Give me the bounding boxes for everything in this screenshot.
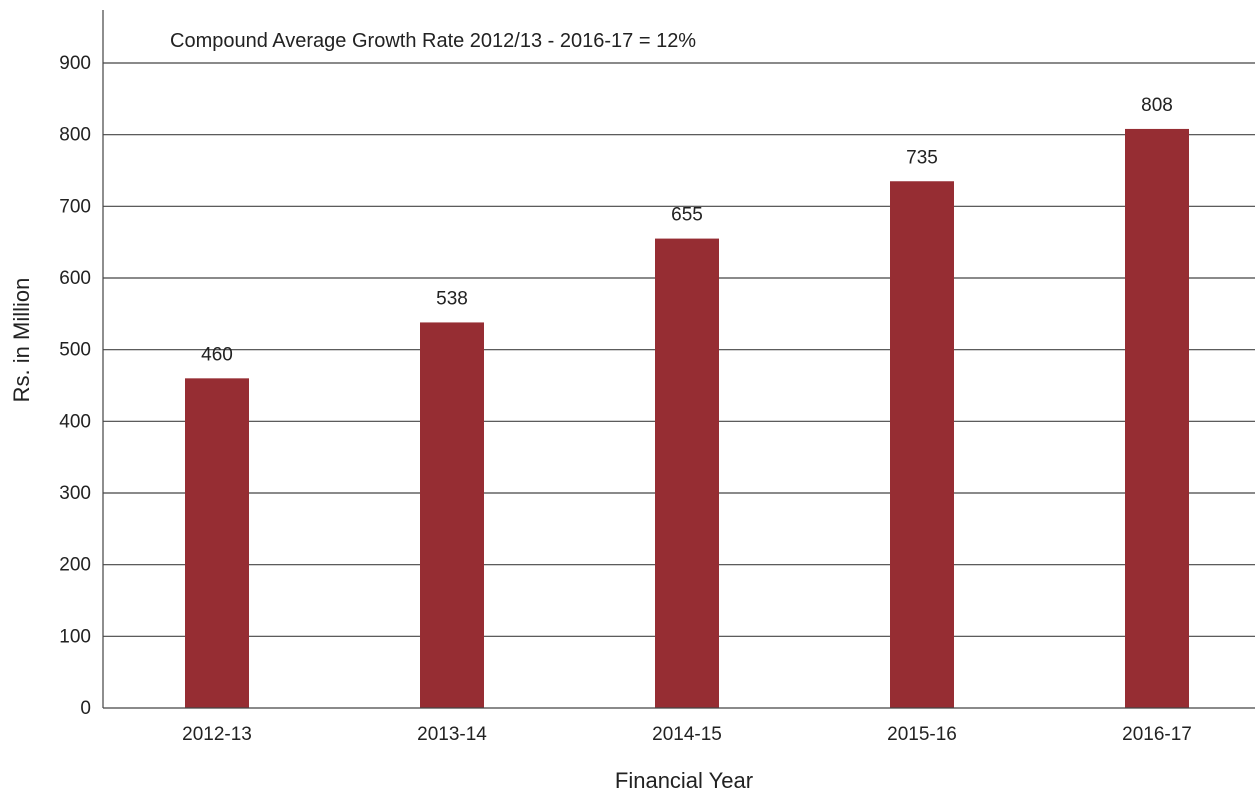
data-label: 735 — [906, 147, 938, 168]
x-tick-label: 2015-16 — [887, 724, 957, 745]
y-axis-title: Rs. in Million — [9, 278, 34, 403]
axes — [102, 10, 1255, 709]
x-tick-label: 2013-14 — [417, 724, 487, 745]
data-label: 538 — [436, 288, 468, 309]
y-tick-label: 200 — [59, 555, 91, 576]
bar-2012-13 — [185, 378, 249, 708]
y-tick-label: 900 — [59, 53, 91, 74]
y-tick-label: 700 — [59, 196, 91, 217]
bar-2014-15 — [655, 238, 719, 709]
x-tick-labels: 2012-13 2013-14 2014-15 2015-16 2016-17 — [182, 724, 1192, 745]
y-tick-label: 800 — [59, 125, 91, 146]
y-tick-label: 400 — [59, 411, 91, 432]
bars — [185, 128, 1189, 709]
bar-2016-17 — [1125, 128, 1189, 708]
x-tick-label: 2014-15 — [652, 724, 722, 745]
y-tick-label: 300 — [59, 483, 91, 504]
growth-rate-annotation: Compound Average Growth Rate 2012/13 - 2… — [170, 30, 696, 52]
data-label: 460 — [201, 344, 233, 365]
y-tick-labels: 0 100 200 300 400 500 600 700 800 900 — [59, 53, 91, 719]
y-tick-label: 100 — [59, 626, 91, 647]
data-labels: 460 538 655 735 808 — [201, 95, 1173, 365]
bar-2013-14 — [420, 322, 484, 708]
x-tick-label: 2012-13 — [182, 724, 252, 745]
data-label: 655 — [671, 205, 703, 226]
x-tick-label: 2016-17 — [1122, 724, 1192, 745]
y-tick-label: 600 — [59, 268, 91, 289]
y-tick-label: 0 — [80, 698, 91, 719]
x-axis-title: Financial Year — [615, 768, 753, 793]
y-tick-label: 500 — [59, 340, 91, 361]
data-label: 808 — [1141, 95, 1173, 116]
bar-2015-16 — [890, 181, 954, 708]
